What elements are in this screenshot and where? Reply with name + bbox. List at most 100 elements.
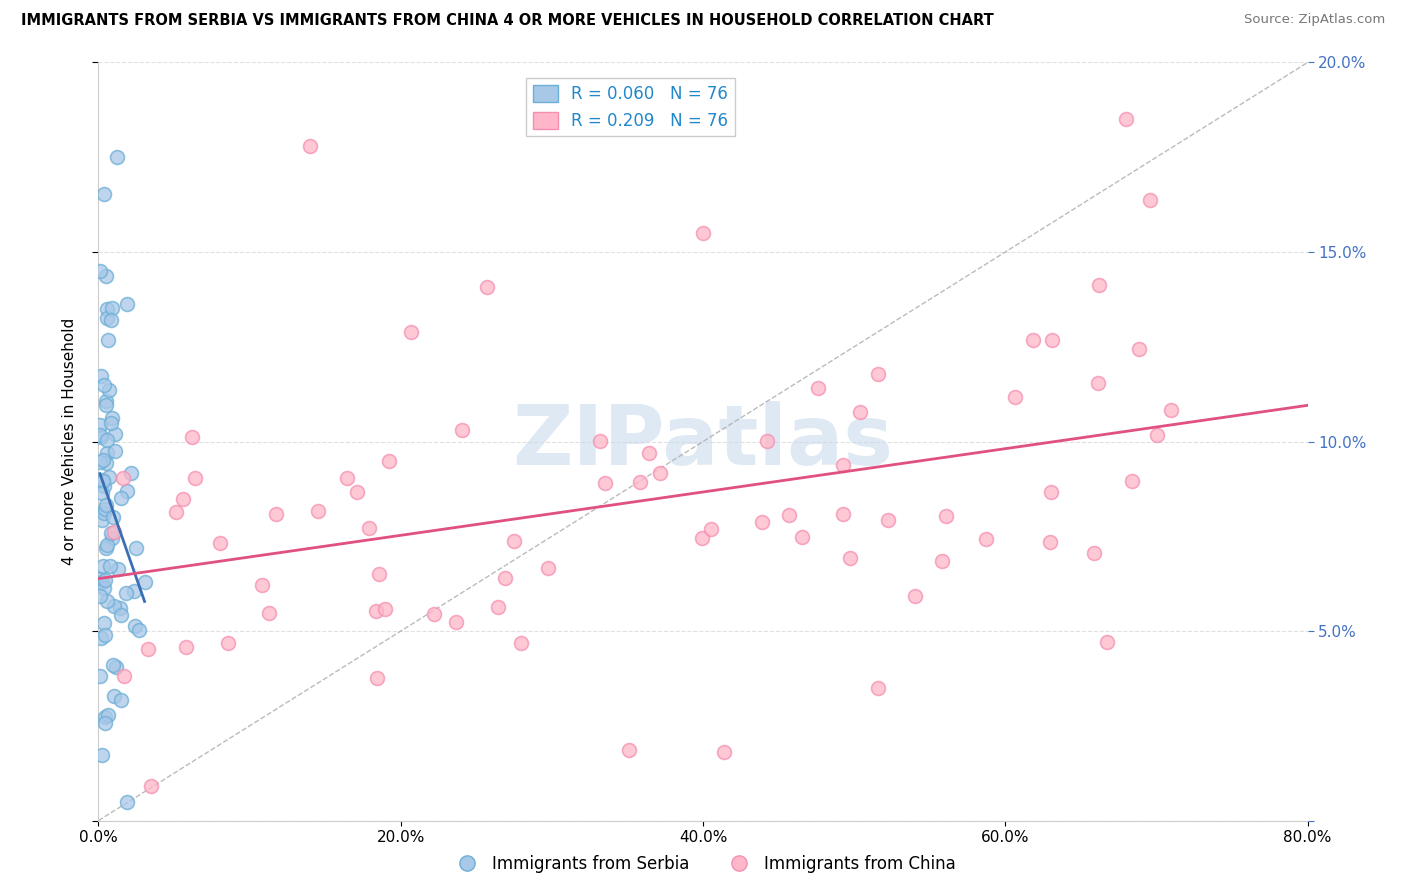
Point xyxy=(96,538,118,552)
Point xyxy=(117,795,139,809)
Point xyxy=(93,506,115,520)
Point xyxy=(120,467,142,481)
Point xyxy=(98,383,121,397)
Point xyxy=(128,623,150,637)
Point xyxy=(136,642,159,657)
Point xyxy=(1121,475,1143,489)
Y-axis label: 4 or more Vehicles in Household: 4 or more Vehicles in Household xyxy=(62,318,77,566)
Point xyxy=(790,530,813,544)
Point xyxy=(494,571,516,585)
Point xyxy=(101,531,124,545)
Point xyxy=(1004,390,1026,404)
Point xyxy=(90,430,112,444)
Point xyxy=(1039,534,1062,549)
Point xyxy=(589,434,612,448)
Point xyxy=(89,417,111,432)
Point xyxy=(700,522,723,536)
Point xyxy=(257,606,280,620)
Point xyxy=(94,393,117,408)
Point xyxy=(90,486,112,500)
Point xyxy=(111,471,134,485)
Point xyxy=(638,446,661,460)
Point xyxy=(1040,484,1063,499)
Point xyxy=(90,574,112,589)
Point xyxy=(1128,342,1150,356)
Point xyxy=(180,430,202,444)
Point xyxy=(299,138,322,153)
Point xyxy=(96,594,118,608)
Point xyxy=(107,561,129,575)
Point xyxy=(110,491,132,506)
Point xyxy=(93,377,115,392)
Text: ZIPatlas: ZIPatlas xyxy=(513,401,893,482)
Point xyxy=(1139,193,1161,207)
Point xyxy=(266,507,288,521)
Point xyxy=(93,186,115,201)
Point xyxy=(336,470,359,484)
Point xyxy=(134,574,156,589)
Point xyxy=(446,615,468,629)
Point xyxy=(122,584,145,599)
Point xyxy=(89,455,111,469)
Point xyxy=(217,636,239,650)
Point xyxy=(866,681,889,695)
Point xyxy=(100,525,122,540)
Point xyxy=(94,541,117,555)
Point xyxy=(593,476,616,491)
Point xyxy=(423,607,446,621)
Text: IMMIGRANTS FROM SERBIA VS IMMIGRANTS FROM CHINA 4 OR MORE VEHICLES IN HOUSEHOLD : IMMIGRANTS FROM SERBIA VS IMMIGRANTS FRO… xyxy=(21,13,994,29)
Point xyxy=(91,513,114,527)
Point xyxy=(89,264,111,278)
Point xyxy=(103,599,125,613)
Point xyxy=(628,475,651,489)
Point xyxy=(97,333,120,347)
Point xyxy=(125,541,148,555)
Point xyxy=(1088,277,1111,292)
Point xyxy=(94,716,117,731)
Point xyxy=(399,325,422,339)
Point xyxy=(617,743,640,757)
Point xyxy=(103,657,125,672)
Text: Source: ZipAtlas.com: Source: ZipAtlas.com xyxy=(1244,13,1385,27)
Point xyxy=(172,491,194,506)
Point xyxy=(91,748,114,763)
Point xyxy=(96,302,118,317)
Point xyxy=(509,636,531,650)
Point xyxy=(112,669,135,683)
Point xyxy=(838,551,860,566)
Point xyxy=(450,423,472,437)
Point xyxy=(346,485,368,500)
Point xyxy=(866,367,889,381)
Point xyxy=(89,669,111,683)
Point xyxy=(184,471,207,485)
Point xyxy=(117,297,139,311)
Point xyxy=(756,434,779,448)
Point xyxy=(1040,333,1063,347)
Point xyxy=(877,513,900,527)
Point xyxy=(110,693,132,707)
Point xyxy=(475,280,498,294)
Point xyxy=(93,479,115,493)
Point xyxy=(366,671,388,685)
Point xyxy=(486,600,509,615)
Point xyxy=(104,443,127,458)
Point xyxy=(101,410,124,425)
Point xyxy=(93,581,115,595)
Point xyxy=(502,533,524,548)
Point xyxy=(1146,427,1168,442)
Point xyxy=(96,311,118,326)
Point xyxy=(931,554,953,568)
Point xyxy=(165,505,187,519)
Point xyxy=(849,405,872,419)
Point xyxy=(904,590,927,604)
Point xyxy=(89,427,111,442)
Point xyxy=(935,508,957,523)
Point xyxy=(176,640,198,654)
Point xyxy=(100,313,122,327)
Point xyxy=(367,567,389,582)
Point xyxy=(96,446,118,460)
Point xyxy=(94,627,117,641)
Point xyxy=(89,572,111,586)
Point xyxy=(364,604,387,618)
Point xyxy=(94,573,117,587)
